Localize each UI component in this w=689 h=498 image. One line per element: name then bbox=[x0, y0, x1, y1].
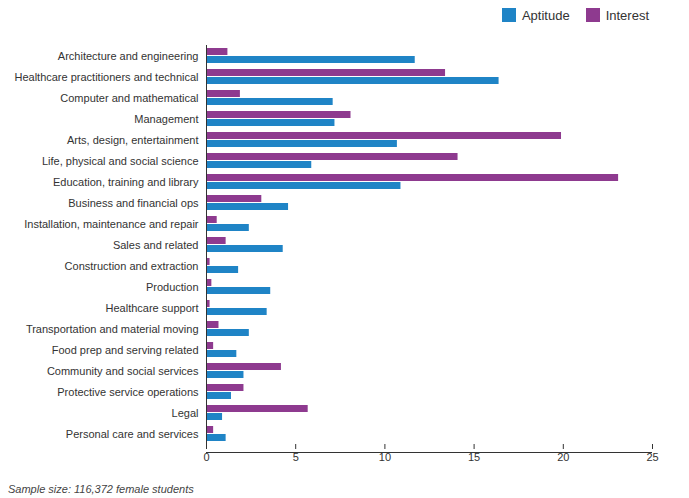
svg-text:Architecture and engineering: Architecture and engineering bbox=[58, 50, 199, 62]
svg-text:Transportation and material mo: Transportation and material moving bbox=[26, 323, 199, 335]
svg-text:Business and financial ops: Business and financial ops bbox=[68, 197, 199, 209]
svg-text:Sales and related: Sales and related bbox=[113, 239, 199, 251]
svg-text:Computer and mathematical: Computer and mathematical bbox=[60, 92, 198, 104]
svg-text:Installation, maintenance and: Installation, maintenance and repair bbox=[24, 218, 199, 230]
svg-text:25: 25 bbox=[646, 451, 658, 463]
svg-text:Healthcare practitioners and t: Healthcare practitioners and technical bbox=[14, 71, 198, 83]
svg-text:Arts, design, entertainment: Arts, design, entertainment bbox=[67, 134, 198, 146]
svg-text:10: 10 bbox=[379, 451, 391, 463]
svg-text:Protective service operations: Protective service operations bbox=[57, 386, 199, 398]
svg-text:Life, physical and social scie: Life, physical and social science bbox=[42, 155, 199, 167]
svg-text:0: 0 bbox=[203, 451, 209, 463]
svg-text:Food prep and serving related: Food prep and serving related bbox=[52, 344, 199, 356]
svg-text:Education, training and librar: Education, training and library bbox=[53, 176, 199, 188]
html-text:Interest: Interest bbox=[605, 7, 649, 23]
svg-text:5: 5 bbox=[293, 451, 299, 463]
svg-text:Management: Management bbox=[134, 113, 198, 125]
svg-text:Legal: Legal bbox=[172, 407, 199, 419]
html-text:Sample size: 116,372 female st: Sample size: 116,372 female students bbox=[8, 483, 194, 495]
html-text:Aptitude: Aptitude bbox=[521, 7, 570, 23]
svg-text:20: 20 bbox=[557, 451, 569, 463]
svg-text:15: 15 bbox=[468, 451, 480, 463]
svg-text:Healthcare support: Healthcare support bbox=[106, 302, 199, 314]
svg-text:Personal care and services: Personal care and services bbox=[66, 428, 199, 440]
svg-text:Construction and extraction: Construction and extraction bbox=[65, 260, 199, 272]
svg-text:Community and social services: Community and social services bbox=[47, 365, 199, 377]
svg-text:Production: Production bbox=[146, 281, 199, 293]
